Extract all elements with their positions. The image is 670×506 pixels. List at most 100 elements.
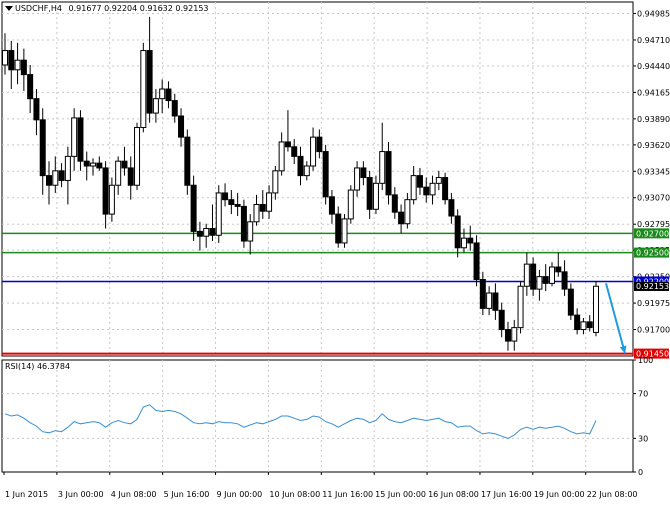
candle-body-bear bbox=[46, 175, 53, 186]
current-price-tag bbox=[634, 281, 669, 291]
candle-body-bull bbox=[548, 266, 555, 284]
x-tick-label: 16 Jun 08:00 bbox=[428, 490, 479, 499]
candle-body-bear bbox=[398, 211, 405, 225]
candle-body-bull bbox=[347, 189, 354, 220]
candle-body-bull bbox=[64, 155, 71, 181]
candle-body-bear bbox=[96, 162, 103, 169]
candle-body-bull bbox=[278, 141, 285, 172]
y-tick-label: 0.91700 bbox=[637, 326, 670, 335]
x-tick-label: 15 Jun 00:00 bbox=[375, 490, 426, 499]
candle-body-bear bbox=[366, 177, 373, 210]
candle-body-bear bbox=[222, 192, 229, 201]
x-tick-label: 17 Jun 16:00 bbox=[481, 490, 532, 499]
down-arrow-icon bbox=[619, 345, 627, 354]
candle-body-bear bbox=[492, 292, 499, 311]
candle-body-bear bbox=[39, 119, 46, 177]
x-tick-label: 4 Jun 08:00 bbox=[111, 490, 157, 499]
candle-body-bull bbox=[14, 59, 21, 71]
candle-body-bull bbox=[115, 160, 122, 186]
candle-body-bull bbox=[140, 50, 147, 129]
candle-body-bull bbox=[2, 50, 8, 66]
candle-body-bear bbox=[448, 199, 455, 217]
candle-body-bear bbox=[178, 115, 185, 138]
y-tick-label: 0.93070 bbox=[637, 194, 670, 203]
candle-body-bear bbox=[127, 167, 134, 186]
candle-body-bull bbox=[52, 170, 59, 186]
candle-body-bull bbox=[523, 263, 530, 287]
chart-header: USDCHF,H4 0.91677 0.92204 0.91632 0.9215… bbox=[5, 4, 209, 13]
candle-body-bull bbox=[379, 151, 386, 184]
candle-body-bear bbox=[479, 279, 486, 309]
y-tick-label: 0.93620 bbox=[637, 141, 670, 150]
candle-body-bear bbox=[322, 151, 329, 198]
down-arrow-shaft bbox=[605, 283, 626, 354]
level-price-label: 0.91450 bbox=[636, 350, 669, 359]
candle-body-bear bbox=[77, 117, 84, 162]
candle-body-bear bbox=[542, 276, 549, 284]
x-tick-label: 3 Jun 00:00 bbox=[58, 490, 104, 499]
candle-body-bull bbox=[310, 136, 317, 167]
candle-body-bear bbox=[416, 175, 423, 188]
y-tick-label: 0.92795 bbox=[637, 220, 670, 229]
candle-body-bear bbox=[209, 228, 216, 236]
rsi-y-tick-label: 100 bbox=[638, 356, 653, 365]
candle-body-bull bbox=[580, 321, 587, 331]
level-price-label: 0.92500 bbox=[636, 249, 669, 258]
candle-body-bear bbox=[567, 288, 574, 316]
ohlc-close: 0.92153 bbox=[175, 4, 209, 13]
level-price-tag bbox=[634, 247, 669, 258]
down-triangle-icon bbox=[5, 6, 13, 11]
candle-body-bear bbox=[83, 160, 90, 167]
candle-body-bear bbox=[335, 213, 342, 244]
level-price-tag bbox=[634, 348, 669, 359]
candle-body-bull bbox=[511, 327, 518, 342]
candle-body-bear bbox=[121, 160, 128, 169]
x-tick-label: 5 Jun 16:00 bbox=[164, 490, 210, 499]
candle-body-bull bbox=[517, 285, 524, 329]
price-panel-frame bbox=[1, 1, 634, 357]
candle-body-bull bbox=[354, 167, 361, 191]
x-tick-label: 9 Jun 00:00 bbox=[217, 490, 263, 499]
level-price-label: 0.92200 bbox=[636, 277, 669, 286]
y-tick-label: 0.94165 bbox=[637, 88, 670, 97]
candle-body-bull bbox=[152, 98, 159, 114]
ohlc-open: 0.91677 bbox=[68, 4, 102, 13]
y-tick-label: 0.94985 bbox=[637, 10, 670, 19]
candle-body-bear bbox=[467, 237, 474, 244]
x-tick-label: 1 Jun 2015 bbox=[5, 490, 48, 499]
candle-body-bull bbox=[215, 192, 222, 236]
candle-body-bear bbox=[586, 321, 593, 329]
candle-body-bear bbox=[234, 203, 241, 207]
candle-body-bear bbox=[58, 170, 65, 181]
candle-body-bull bbox=[486, 292, 493, 309]
candle-body-bull bbox=[460, 237, 467, 249]
candle-body-bear bbox=[555, 266, 562, 273]
candle-body-bull bbox=[593, 285, 599, 333]
candle-body-bull bbox=[134, 127, 141, 186]
candle-body-bull bbox=[404, 199, 411, 225]
candle-body-bear bbox=[574, 314, 581, 331]
candle-body-bear bbox=[504, 329, 511, 342]
candle-body-bear bbox=[165, 88, 172, 102]
candle-body-bull bbox=[159, 88, 166, 100]
y-tick-label: 0.93890 bbox=[637, 115, 670, 124]
candle-body-bull bbox=[266, 192, 273, 212]
candle-body-bear bbox=[385, 151, 392, 196]
rsi-y-tick-label: 30 bbox=[638, 434, 648, 443]
candle-body-bear bbox=[391, 194, 398, 213]
rsi-y-tick-label: 70 bbox=[638, 390, 648, 399]
candle-body-bull bbox=[410, 175, 417, 201]
level-price-label: 0.92700 bbox=[636, 229, 669, 238]
candle-body-bear bbox=[171, 100, 178, 117]
candle-body-bear bbox=[33, 98, 40, 121]
candle-body-bear bbox=[184, 136, 191, 186]
candle-body-bear bbox=[27, 74, 34, 100]
y-tick-label: 0.94710 bbox=[637, 36, 670, 45]
y-tick-label: 0.91975 bbox=[637, 299, 670, 308]
candle-body-bear bbox=[530, 263, 537, 290]
x-tick-label: 11 Jun 16:00 bbox=[322, 490, 373, 499]
candle-body-bull bbox=[303, 165, 310, 177]
level-price-tag bbox=[634, 276, 669, 287]
ohlc-low: 0.91632 bbox=[139, 4, 173, 13]
